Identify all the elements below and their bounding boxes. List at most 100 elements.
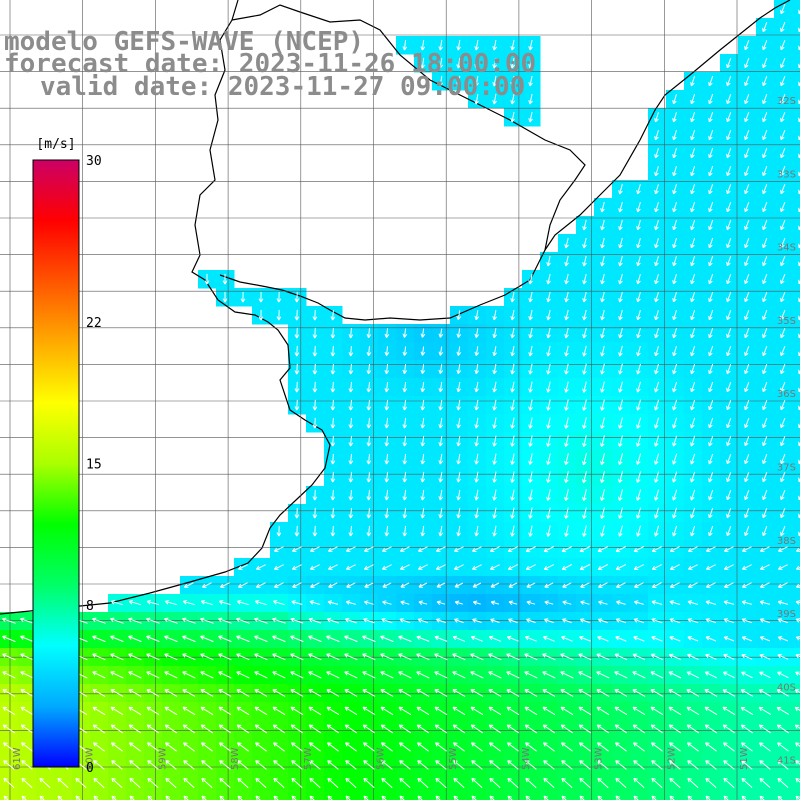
wind-arrow [780,508,786,519]
wind-arrow [546,345,551,357]
wind-arrow [420,507,426,519]
wind-arrow [672,345,677,357]
wind-cell [414,792,433,800]
wind-arrow [597,635,609,642]
wind-arrow [600,237,605,249]
wind-arrow [741,546,752,552]
wind-cell [792,54,800,73]
wind-arrow [384,381,390,393]
wind-arrow [759,618,771,624]
wind-arrow [366,399,372,411]
wind-arrow [218,653,232,661]
wind-arrow [543,760,555,770]
wind-arrow [345,777,357,789]
wind-arrow [92,635,106,643]
wind-arrow [237,760,249,770]
wind-arrow [632,671,646,679]
wind-arrow [578,689,592,697]
wind-arrow [21,777,33,789]
wind-arrow [744,184,750,195]
wind-arrow [312,417,318,429]
wind-arrow [795,618,800,623]
wind-arrow [110,671,124,679]
wind-arrow [615,564,627,571]
wind-arrow [654,453,660,465]
wind-arrow [762,292,768,303]
wind-arrow [546,417,551,429]
wind-arrow [672,273,677,285]
wind-arrow [618,183,623,195]
wind-cell [738,792,757,800]
wind-arrow [560,653,574,661]
wind-arrow [546,399,551,411]
wind-arrow [723,795,729,800]
wind-arrow [528,327,533,339]
wind-arrow [474,57,479,69]
wind-arrow [380,742,393,752]
title-forecast-date: forecast date: 2023-11-26 18:00:00 [4,49,537,79]
wind-arrow [510,75,515,87]
wind-arrow [384,399,390,411]
wind-cell [792,486,800,505]
wind-arrow [438,364,444,374]
wind-arrow [600,453,605,466]
wind-arrow [399,760,411,770]
wind-arrow [219,582,230,588]
wind-arrow [726,94,732,105]
wind-arrow [744,220,750,231]
wind-arrow [636,291,641,303]
wind-arrow [762,418,768,429]
wind-arrow [762,490,768,501]
wind-arrow [236,635,250,643]
wind-arrow [722,706,736,716]
wind-arrow [93,760,105,770]
wind-arrow [273,760,285,770]
wind-arrow [528,75,533,87]
wind-arrow [327,600,339,605]
wind-arrow [309,546,320,552]
wind-arrow [633,760,645,770]
wind-arrow [348,399,354,411]
wind-arrow [363,795,369,800]
wind-arrow [600,417,605,429]
wind-arrow [762,40,768,51]
wind-arrow [651,600,663,605]
wind-arrow [219,760,231,770]
wind-cell [594,792,613,800]
wind-cell [162,792,181,800]
wind-arrow [654,525,660,537]
coastline-brazil [544,0,791,251]
wind-arrow [327,795,333,800]
wind-arrow [564,453,569,466]
wind-arrow [272,617,286,624]
longitude-label: 58W [230,747,241,770]
wind-arrow [330,399,336,411]
wind-arrow [344,724,358,734]
wind-arrow [2,635,16,643]
wind-arrow [651,564,662,570]
wind-arrow [528,399,533,411]
wind-arrow [326,742,339,752]
latitude-label: 39S [777,609,796,620]
wind-arrow [744,418,750,429]
wind-arrow [201,760,213,770]
wind-arrow [744,238,750,249]
wind-arrow [272,653,286,661]
wind-arrow [780,472,786,483]
wind-arrow [330,471,336,483]
wind-arrow [690,381,696,393]
wind-arrow [726,238,732,249]
wind-arrow [759,671,771,679]
wind-arrow [272,689,286,697]
wind-arrow [708,75,714,87]
wind-arrow [562,582,572,588]
wind-arrow [308,671,322,679]
wind-arrow [654,327,659,339]
wind-arrow [723,636,735,642]
wind-arrow [636,363,641,375]
wind-arrow [672,417,678,429]
wind-arrow [777,760,789,770]
wind-arrow [165,777,177,789]
wind-arrow [618,381,623,393]
